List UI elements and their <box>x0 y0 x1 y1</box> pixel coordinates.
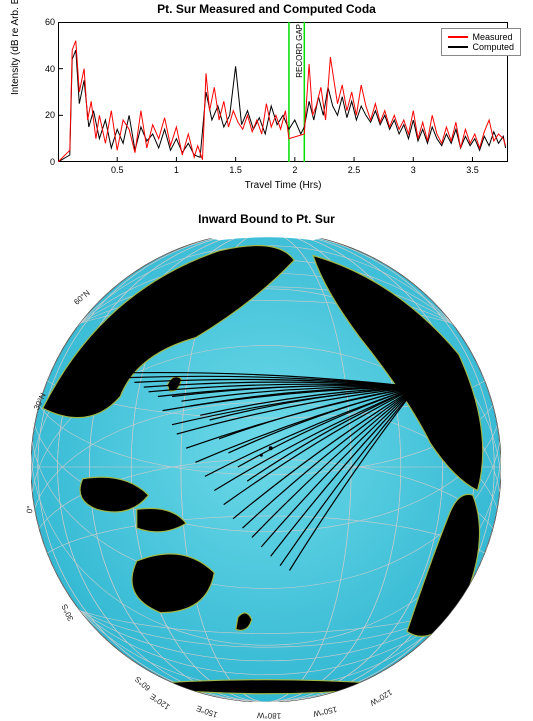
xtick-label: 1.5 <box>229 165 242 175</box>
chart-legend: Measured Computed <box>441 28 521 56</box>
xtick-label: 2.5 <box>348 165 361 175</box>
legend-label: Computed <box>472 42 514 52</box>
xtick-label: 3.5 <box>466 165 479 175</box>
globe-map: 60°N30°N0°30°S60°S120°E150°E180°W150°W12… <box>31 232 501 702</box>
legend-swatch-computed <box>448 46 468 48</box>
map-title: Inward Bound to Pt. Sur <box>198 212 335 226</box>
xtick-label: 1 <box>174 165 179 175</box>
ytick-label: 0 <box>25 157 55 167</box>
xtick-label: 0.5 <box>111 165 124 175</box>
chart-title: Pt. Sur Measured and Computed Coda <box>157 2 376 16</box>
ytick-label: 40 <box>25 64 55 74</box>
legend-swatch-measured <box>448 36 468 38</box>
legend-item: Measured <box>448 32 514 42</box>
ytick-label: 60 <box>25 17 55 27</box>
graticule-label: 150°E <box>195 703 219 719</box>
globe-svg <box>31 232 501 702</box>
graticule-label: 150°W <box>312 704 337 718</box>
chart-ylabel: Intensity (dB re Arb. Base) <box>10 0 21 95</box>
xtick-label: 2 <box>292 165 297 175</box>
ytick-label: 20 <box>25 110 55 120</box>
legend-item: Computed <box>448 42 514 52</box>
chart-xlabel: Travel Time (Hrs) <box>58 180 508 191</box>
xtick-label: 3 <box>411 165 416 175</box>
record-gap-label: RECORD GAP <box>295 24 304 78</box>
graticule-label: 180°W <box>256 711 280 721</box>
graticule-label: 0° <box>25 505 35 513</box>
legend-label: Measured <box>472 32 512 42</box>
